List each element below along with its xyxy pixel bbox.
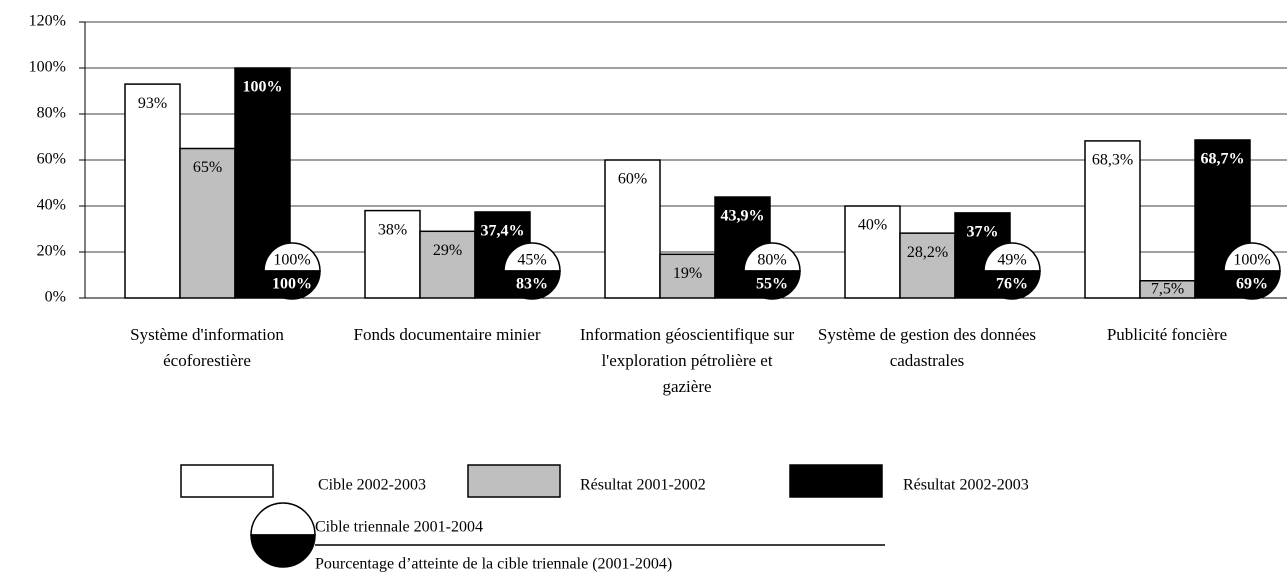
circle-top-label: 49% [997,252,1026,269]
value-label: 38% [378,221,407,238]
circle-top [983,242,1041,272]
y-tick-label: 80% [37,105,66,122]
bar [419,230,476,299]
x-tick-label: Système de gestion des données cadastral… [817,325,1037,370]
circle-top-label: 100% [1233,252,1270,269]
value-label: 43,9% [721,208,765,225]
value-label: 29% [433,242,462,259]
legend-swatch [180,464,274,498]
bar [1084,140,1141,299]
legend-label: Résultat 2001-2002 [580,477,706,494]
x-tick-label: Système d'information écoforestière [130,325,284,370]
y-tick-label: 60% [37,151,66,168]
legend-label: Cible 2002-2003 [318,477,426,494]
legend-label: Résultat 2002-2003 [903,477,1029,494]
value-label: 65% [193,159,222,176]
circle-bottom [743,270,801,300]
legend-circle-bottom [250,534,316,568]
value-label: 40% [858,217,887,234]
bar [124,83,181,299]
circle-top [743,242,801,272]
circle-top-label: 45% [517,252,546,269]
legend-label: Pourcentage d’atteinte de la cible trien… [315,556,672,573]
circle-bottom-label: 83% [516,276,548,293]
value-label: 28,2% [907,244,948,261]
bar [844,205,901,299]
circle-bottom-label: 76% [996,276,1028,293]
x-tick-label: Information géoscientifique sur l'explor… [579,325,795,396]
y-tick-label: 20% [37,243,66,260]
value-label: 93% [138,95,167,112]
value-label: 19% [673,265,702,282]
value-label: 100% [243,79,283,96]
x-tick-label: Fonds documentaire minier [353,325,541,344]
value-label: 37,4% [481,223,525,240]
value-label: 7,5% [1151,281,1184,298]
bar [899,232,956,299]
y-tick-label: 100% [29,59,66,76]
bar [659,253,716,299]
value-label: 60% [618,171,647,188]
circle-bottom-label: 69% [1236,276,1268,293]
value-label: 68,7% [1201,151,1245,168]
circle-top [503,242,561,272]
circle-bottom [1223,270,1281,300]
legend-swatch [789,464,883,498]
bar [179,147,236,299]
y-tick-label: 40% [37,197,66,214]
y-tick-label: 0% [45,289,66,306]
circle-top [263,242,321,272]
x-tick-label: Publicité foncière [1106,325,1228,344]
circle-top-label: 100% [273,252,310,269]
value-label: 37% [967,224,999,241]
legend-label: Cible triennale 2001-2004 [315,519,483,536]
legend-swatch [467,464,561,498]
circle-top [1223,242,1281,272]
y-tick-label: 120% [29,13,66,30]
circle-bottom-label: 100% [272,276,312,293]
circle-top-label: 80% [757,252,786,269]
circle-bottom [263,270,321,300]
circle-bottom-label: 55% [756,276,788,293]
circle-bottom [503,270,561,300]
bar [604,159,661,299]
circle-bottom [983,270,1041,300]
bar [234,67,291,299]
legend-circle-top [250,502,316,536]
value-label: 68,3% [1092,152,1133,169]
